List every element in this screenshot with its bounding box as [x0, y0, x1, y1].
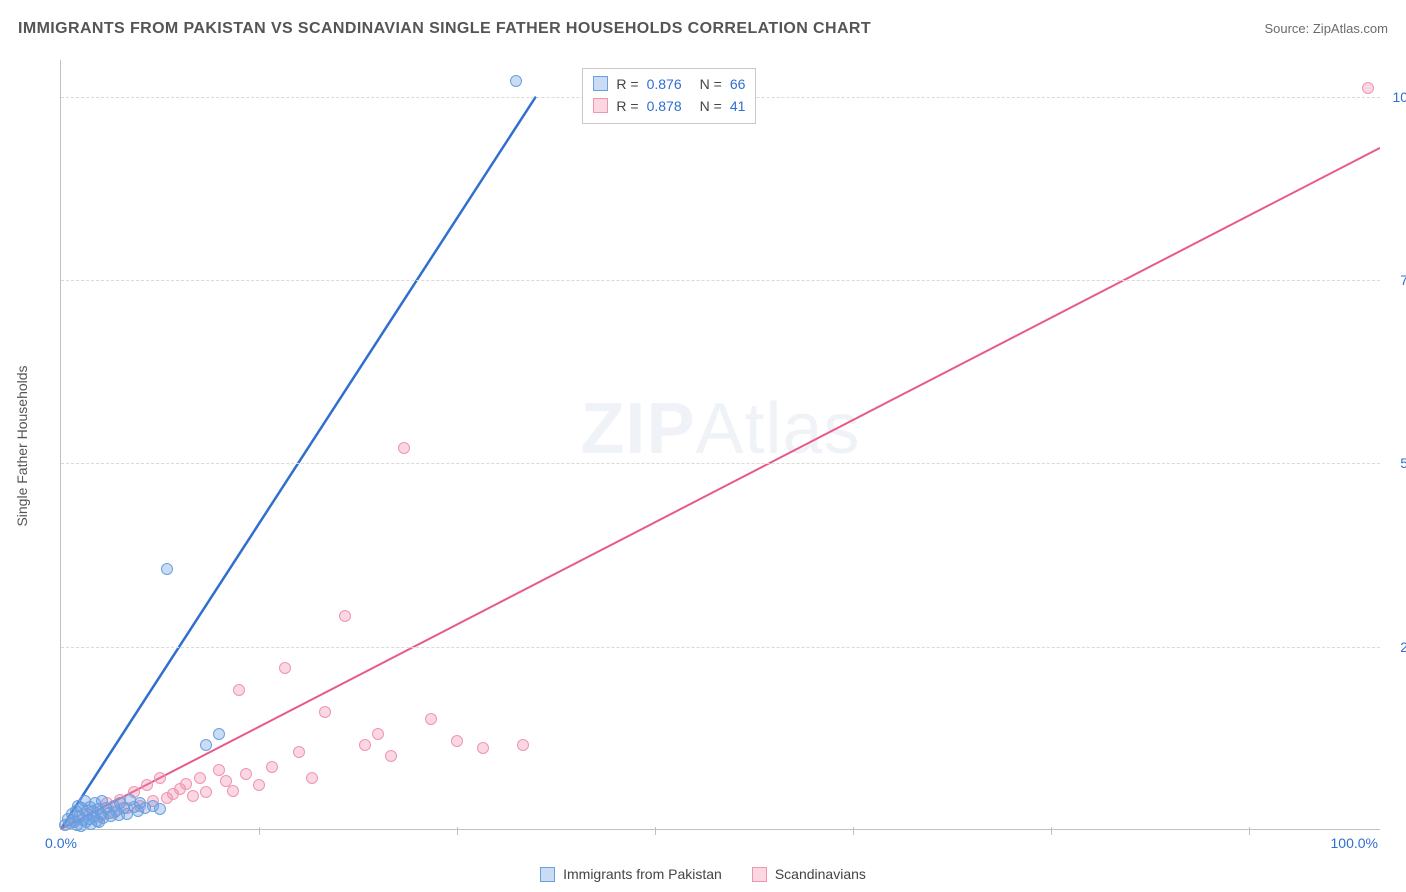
scatter-point-pink [398, 442, 410, 454]
legend-label-pink: Scandinavians [775, 866, 866, 882]
x-tick-mark [259, 827, 260, 835]
legend-item-pink: Scandinavians [752, 866, 866, 882]
scatter-point-pink [306, 772, 318, 784]
x-tick-mark [1249, 827, 1250, 835]
scatter-point-pink [233, 684, 245, 696]
x-tick-label-min: 0.0% [45, 835, 77, 851]
scatter-point-pink [1362, 82, 1374, 94]
scatter-point-pink [293, 746, 305, 758]
scatter-point-pink [451, 735, 463, 747]
stats-n-label: N = [700, 73, 722, 95]
trend-lines [61, 60, 1380, 829]
scatter-point-pink [253, 779, 265, 791]
scatter-point-pink [385, 750, 397, 762]
x-tick-mark [457, 827, 458, 835]
x-tick-mark [1051, 827, 1052, 835]
legend-swatch-blue [540, 867, 555, 882]
gridline-h [61, 280, 1380, 281]
watermark-bold: ZIP [580, 389, 695, 469]
stats-r-value: 0.878 [647, 95, 682, 117]
legend-swatch-pink [752, 867, 767, 882]
stats-r-label: R = [616, 95, 638, 117]
scatter-point-pink [141, 779, 153, 791]
scatter-point-pink [187, 790, 199, 802]
stats-row: R = 0.876 N = 66 [593, 73, 745, 95]
trend-line [61, 148, 1380, 829]
stats-r-value: 0.876 [647, 73, 682, 95]
scatter-point-pink [279, 662, 291, 674]
scatter-point-pink [154, 772, 166, 784]
chart-header: IMMIGRANTS FROM PAKISTAN VS SCANDINAVIAN… [18, 20, 1388, 38]
scatter-point-pink [194, 772, 206, 784]
y-tick-label: 50.0% [1385, 455, 1406, 471]
stats-n-value: 66 [730, 73, 746, 95]
scatter-point-pink [180, 778, 192, 790]
scatter-point-pink [372, 728, 384, 740]
source-prefix: Source: [1264, 21, 1312, 36]
bottom-legend: Immigrants from Pakistan Scandinavians [0, 866, 1406, 882]
x-tick-label-max: 100.0% [1331, 835, 1378, 851]
scatter-point-blue [200, 739, 212, 751]
stats-r-label: R = [616, 73, 638, 95]
stats-row: R = 0.878 N = 41 [593, 95, 745, 117]
legend-label-blue: Immigrants from Pakistan [563, 866, 722, 882]
legend-item-blue: Immigrants from Pakistan [540, 866, 722, 882]
watermark-rest: Atlas [695, 389, 860, 469]
chart-source: Source: ZipAtlas.com [1264, 21, 1388, 36]
stats-swatch [593, 76, 608, 91]
scatter-point-pink [359, 739, 371, 751]
y-tick-label: 100.0% [1385, 89, 1406, 105]
scatter-point-blue [213, 728, 225, 740]
gridline-h [61, 647, 1380, 648]
source-name: ZipAtlas.com [1313, 21, 1388, 36]
stats-n-label: N = [700, 95, 722, 117]
scatter-point-pink [425, 713, 437, 725]
stats-box: R = 0.876 N = 66 R = 0.878 N = 41 [582, 68, 756, 124]
gridline-h [61, 463, 1380, 464]
x-tick-mark [853, 827, 854, 835]
scatter-point-blue [154, 803, 166, 815]
watermark: ZIPAtlas [580, 388, 860, 470]
stats-swatch [593, 98, 608, 113]
scatter-point-pink [517, 739, 529, 751]
y-axis-label: Single Father Households [14, 365, 30, 526]
scatter-point-pink [319, 706, 331, 718]
plot-area: ZIPAtlas 25.0%50.0%75.0%100.0%0.0%100.0%… [60, 60, 1380, 830]
scatter-point-blue [161, 563, 173, 575]
scatter-point-pink [227, 785, 239, 797]
stats-n-value: 41 [730, 95, 746, 117]
scatter-point-pink [200, 786, 212, 798]
scatter-point-pink [339, 610, 351, 622]
scatter-point-pink [477, 742, 489, 754]
scatter-point-pink [240, 768, 252, 780]
scatter-point-pink [266, 761, 278, 773]
y-tick-label: 75.0% [1385, 272, 1406, 288]
scatter-point-blue [510, 75, 522, 87]
chart-title: IMMIGRANTS FROM PAKISTAN VS SCANDINAVIAN… [18, 20, 871, 38]
y-tick-label: 25.0% [1385, 639, 1406, 655]
x-tick-mark [655, 827, 656, 835]
